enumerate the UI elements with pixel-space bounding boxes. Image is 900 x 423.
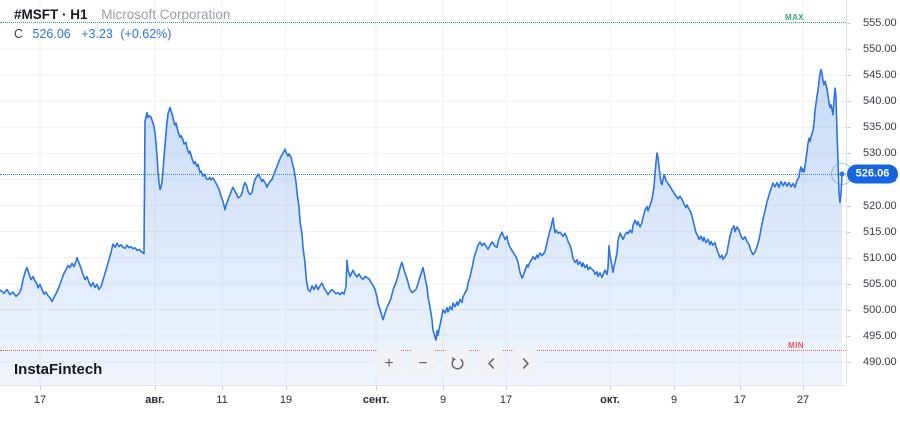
price-axis-tick <box>847 309 851 311</box>
symbol-timeframe-label[interactable]: #MSFT · H1 <box>14 7 88 22</box>
price-line <box>0 68 843 341</box>
price-axis-tick <box>847 49 851 51</box>
time-axis-label: 19 <box>279 394 293 406</box>
price-axis-label: 550.00 <box>863 43 897 56</box>
time-axis-tick <box>286 386 287 390</box>
time-axis-tick <box>506 386 507 390</box>
time-axis-label: 11 <box>216 394 228 406</box>
price-axis-label: 510.00 <box>863 251 897 264</box>
chart-plot-area[interactable]: MAX MIN <box>0 0 853 385</box>
scroll-left-button[interactable] <box>476 349 506 378</box>
price-axis-tick <box>847 153 851 155</box>
time-axis-tick <box>610 386 611 390</box>
reset-view-button[interactable] <box>442 349 472 378</box>
company-name-label: Microsoft Corporation <box>101 7 231 22</box>
plus-icon: + <box>384 354 394 372</box>
time-axis-label: 9 <box>670 394 678 406</box>
time-axis-tick <box>376 386 377 390</box>
price-axis-label: 545.00 <box>863 69 897 82</box>
price-axis-label: 555.00 <box>863 17 897 29</box>
chevron-left-icon <box>484 356 499 371</box>
price-axis-tick <box>847 75 851 77</box>
price-axis-tick <box>847 362 851 363</box>
price-axis-label: 505.00 <box>863 277 897 290</box>
price-axis-tick <box>847 127 851 129</box>
reset-rotate-icon <box>449 355 466 372</box>
scroll-right-button[interactable] <box>510 349 540 378</box>
price-axis-tick <box>847 101 851 103</box>
close-prefix-label: C <box>14 27 24 41</box>
price-change-percent: (+0.62%) <box>120 27 172 41</box>
minus-icon: − <box>418 354 428 372</box>
current-price-badge: 526.06 <box>847 164 898 184</box>
chart-toolbar: + − <box>374 349 540 378</box>
time-axis-label: 17 <box>733 394 747 406</box>
chevron-right-icon <box>518 356 533 371</box>
price-axis-label: 495.00 <box>863 329 897 342</box>
time-axis-label: сент. <box>362 394 390 406</box>
price-line-chart <box>0 0 846 385</box>
price-axis-label: 540.00 <box>863 95 897 108</box>
area-fill <box>0 69 842 385</box>
time-axis-tick <box>222 386 223 390</box>
zoom-out-button[interactable]: − <box>408 349 438 378</box>
price-axis-tick <box>847 335 851 337</box>
time-axis-tick <box>443 386 444 390</box>
chart-header: #MSFT · H1 Microsoft Corporation C 526.0… <box>14 7 230 41</box>
zoom-in-button[interactable]: + <box>374 349 404 378</box>
time-axis-label: окт. <box>600 394 620 406</box>
quote-row: C 526.06 +3.23 (+0.62%) <box>14 27 230 41</box>
time-axis-label: 9 <box>439 394 447 406</box>
time-axis-label: 17 <box>499 394 513 406</box>
price-axis-tick <box>847 283 851 285</box>
price-axis-label: 500.00 <box>863 303 897 316</box>
time-axis-tick <box>155 386 156 390</box>
price-change-value: +3.23 <box>81 27 113 41</box>
price-axis-tick <box>847 205 851 207</box>
time-axis-tick <box>803 386 804 390</box>
time-axis-label: авг. <box>145 394 165 406</box>
time-axis-tick <box>674 386 675 390</box>
instafintech-logo[interactable]: InstaFintech <box>14 361 103 378</box>
time-axis-label: 17 <box>33 394 47 406</box>
price-axis-label: 535.00 <box>863 121 897 134</box>
price-axis-tick <box>847 257 851 259</box>
price-axis-label: 520.00 <box>863 199 897 212</box>
time-axis[interactable]: 17 авг. 11 19 сент. 9 17 окт. 9 17 27 <box>0 385 846 423</box>
instrument-title: #MSFT · H1 Microsoft Corporation <box>14 7 230 22</box>
time-axis-tick <box>40 386 41 390</box>
price-axis-label: 530.00 <box>863 147 897 160</box>
price-axis-tick <box>847 231 851 233</box>
price-axis-label: 515.00 <box>863 225 897 238</box>
time-axis-tick <box>740 386 741 390</box>
price-axis[interactable]: 555.00550.00545.00540.00535.00530.00525.… <box>846 0 900 385</box>
time-axis-label: 27 <box>796 394 810 406</box>
price-axis-tick <box>847 23 851 24</box>
price-axis-label: 490.00 <box>863 356 897 368</box>
last-price-value: 526.06 <box>32 27 71 41</box>
